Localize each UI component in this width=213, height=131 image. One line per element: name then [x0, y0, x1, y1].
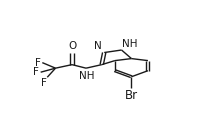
Text: O: O	[68, 41, 76, 51]
Text: F: F	[40, 78, 46, 88]
Text: F: F	[35, 58, 41, 68]
Text: Br: Br	[125, 89, 138, 102]
Text: NH: NH	[79, 71, 95, 81]
Text: F: F	[33, 67, 39, 77]
Text: N: N	[94, 41, 102, 51]
Text: NH: NH	[122, 39, 138, 48]
